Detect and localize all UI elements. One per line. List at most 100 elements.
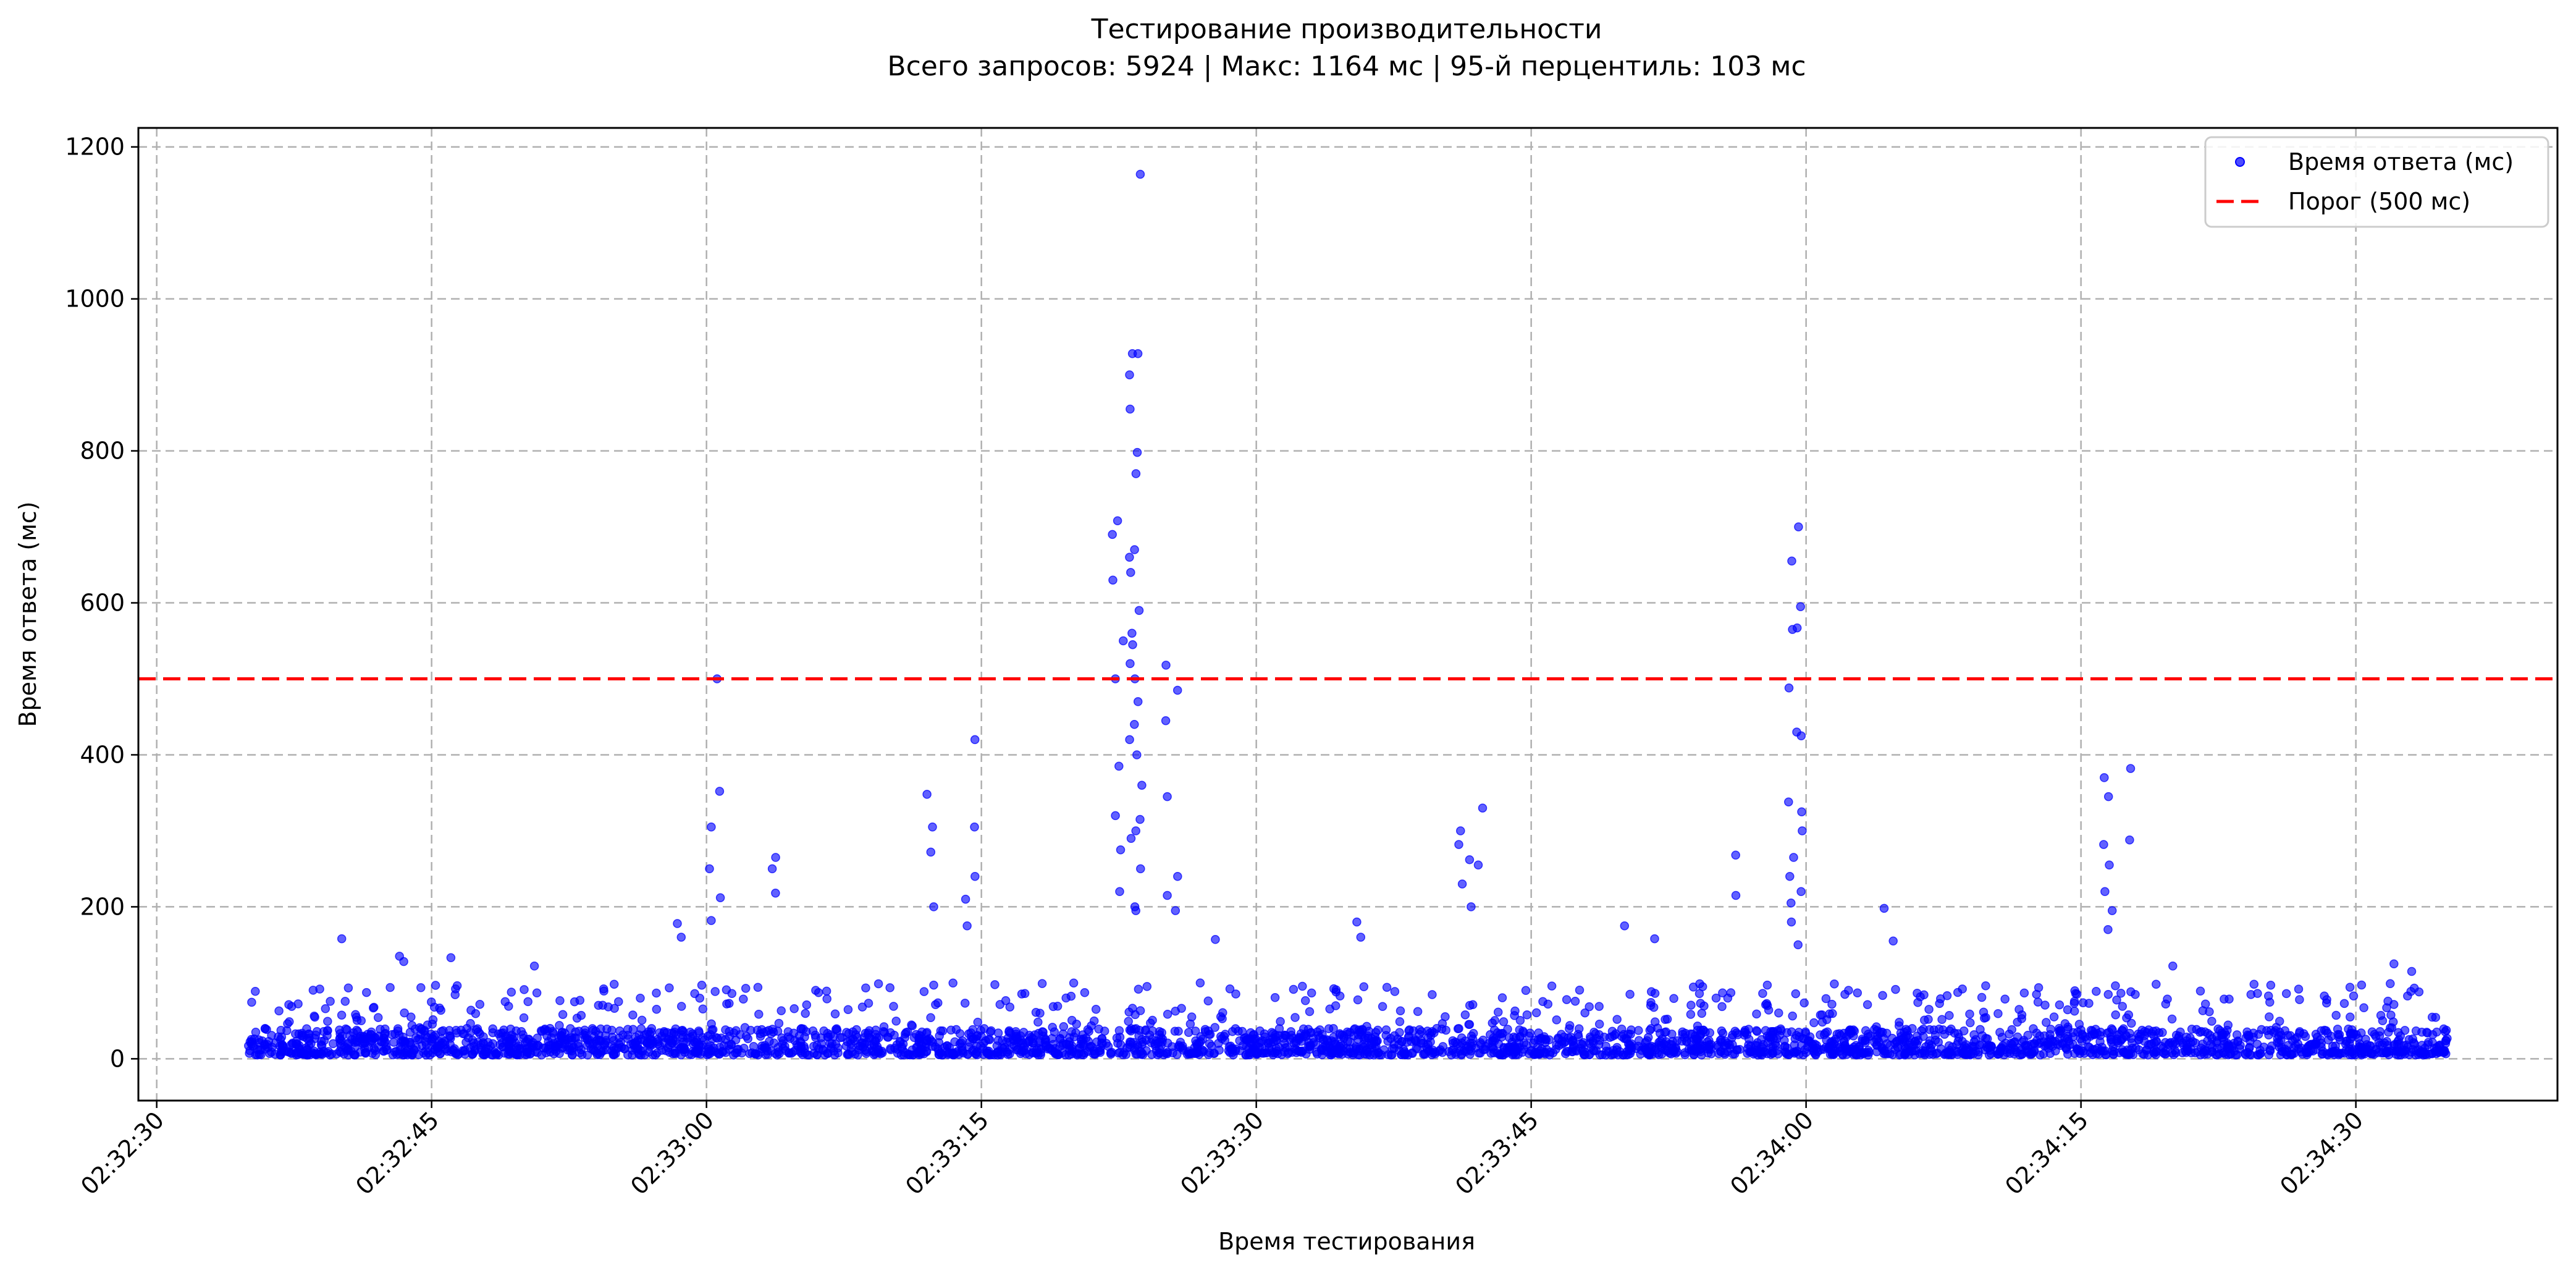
data-point [2118, 1026, 2128, 1035]
data-point [1438, 1042, 1448, 1051]
data-point [796, 1041, 806, 1051]
data-point [2112, 1034, 2122, 1044]
data-point [889, 1002, 898, 1011]
data-point [2292, 1033, 2302, 1043]
data-point [1534, 1028, 1543, 1038]
data-point [1661, 1015, 1670, 1024]
data-point [2198, 1006, 2208, 1015]
data-point [636, 993, 645, 1003]
data-point [1612, 1015, 1622, 1024]
data-point [2407, 966, 2417, 976]
data-point [569, 1043, 578, 1052]
data-point [1425, 1028, 1435, 1038]
data-point [1953, 1047, 1962, 1057]
data-point [1231, 989, 1240, 999]
data-point [830, 1050, 840, 1060]
data-point [1362, 1021, 1371, 1031]
data-point [304, 1030, 313, 1039]
data-point [520, 985, 529, 994]
data-point [2168, 962, 2178, 971]
data-point [646, 1027, 656, 1036]
data-point [1966, 1018, 1975, 1028]
data-point [1827, 1036, 1837, 1046]
data-point [1061, 993, 1071, 1003]
data-point [694, 1028, 704, 1038]
data-point [2191, 1038, 2200, 1048]
data-point [369, 1003, 378, 1013]
data-point [270, 1049, 280, 1059]
data-point [1130, 720, 1139, 729]
data-point [2357, 980, 2367, 990]
data-point [399, 957, 408, 966]
data-point [823, 1033, 832, 1042]
data-point [1716, 1047, 1726, 1056]
data-point [1936, 994, 1945, 1004]
data-point [1765, 1033, 1775, 1042]
data-point [1067, 1015, 1077, 1025]
data-point [350, 1050, 360, 1060]
data-point [529, 962, 539, 971]
data-point [351, 1010, 360, 1019]
data-point [735, 1030, 745, 1039]
data-point [1863, 1000, 1872, 1009]
data-point [935, 1031, 944, 1041]
data-point [2263, 991, 2273, 1000]
data-point [1936, 1044, 1946, 1054]
data-point [1945, 1011, 1954, 1020]
data-point [540, 1024, 550, 1034]
data-point [1662, 1046, 1671, 1055]
data-point [1693, 1043, 1703, 1052]
data-point [1977, 992, 1987, 1002]
data-point [819, 1046, 828, 1055]
data-point [1682, 1036, 1691, 1046]
data-point [812, 1050, 822, 1060]
data-point [739, 994, 748, 1004]
data-point [2265, 1046, 2275, 1055]
data-point [2173, 1033, 2183, 1043]
data-point [1225, 984, 1235, 994]
data-point [830, 1009, 840, 1019]
data-point [1774, 1008, 1783, 1018]
data-point [2265, 1012, 2274, 1021]
data-point [2103, 792, 2113, 801]
data-point [310, 1012, 319, 1022]
data-point [1205, 1048, 1214, 1057]
data-point [2103, 925, 2113, 934]
data-point [1031, 1007, 1041, 1017]
data-point [2384, 1050, 2394, 1060]
data-point [715, 787, 725, 796]
data-point [1902, 1046, 1912, 1055]
data-point [1116, 845, 1126, 855]
data-point [2111, 981, 2120, 991]
data-point [1830, 979, 1839, 989]
x-axis-label: Время тестирования [1218, 1228, 1475, 1255]
data-point [637, 1015, 647, 1025]
data-point [1163, 890, 1172, 900]
data-point [1307, 988, 1316, 998]
data-point [1378, 1002, 1387, 1011]
data-point [628, 1010, 638, 1020]
data-point [545, 1047, 555, 1057]
data-point [1161, 716, 1171, 725]
data-point [1620, 921, 1630, 931]
data-point [256, 1050, 266, 1060]
data-point [926, 1013, 935, 1023]
data-point [702, 1050, 712, 1060]
data-point [277, 1032, 287, 1042]
data-point [2213, 1024, 2223, 1034]
data-point [2295, 995, 2304, 1004]
data-point [796, 1024, 806, 1034]
data-point [2241, 1050, 2250, 1060]
data-point [1424, 1046, 1434, 1055]
data-point [1788, 1011, 1797, 1021]
data-point [2163, 994, 2172, 1004]
data-point [1238, 1041, 1248, 1051]
data-point [870, 1049, 880, 1059]
data-point [1137, 1049, 1147, 1058]
data-point [2404, 1050, 2414, 1059]
data-point [2352, 1030, 2361, 1039]
data-point [1127, 349, 1137, 358]
data-point [1787, 556, 1796, 566]
data-point [722, 999, 731, 1009]
